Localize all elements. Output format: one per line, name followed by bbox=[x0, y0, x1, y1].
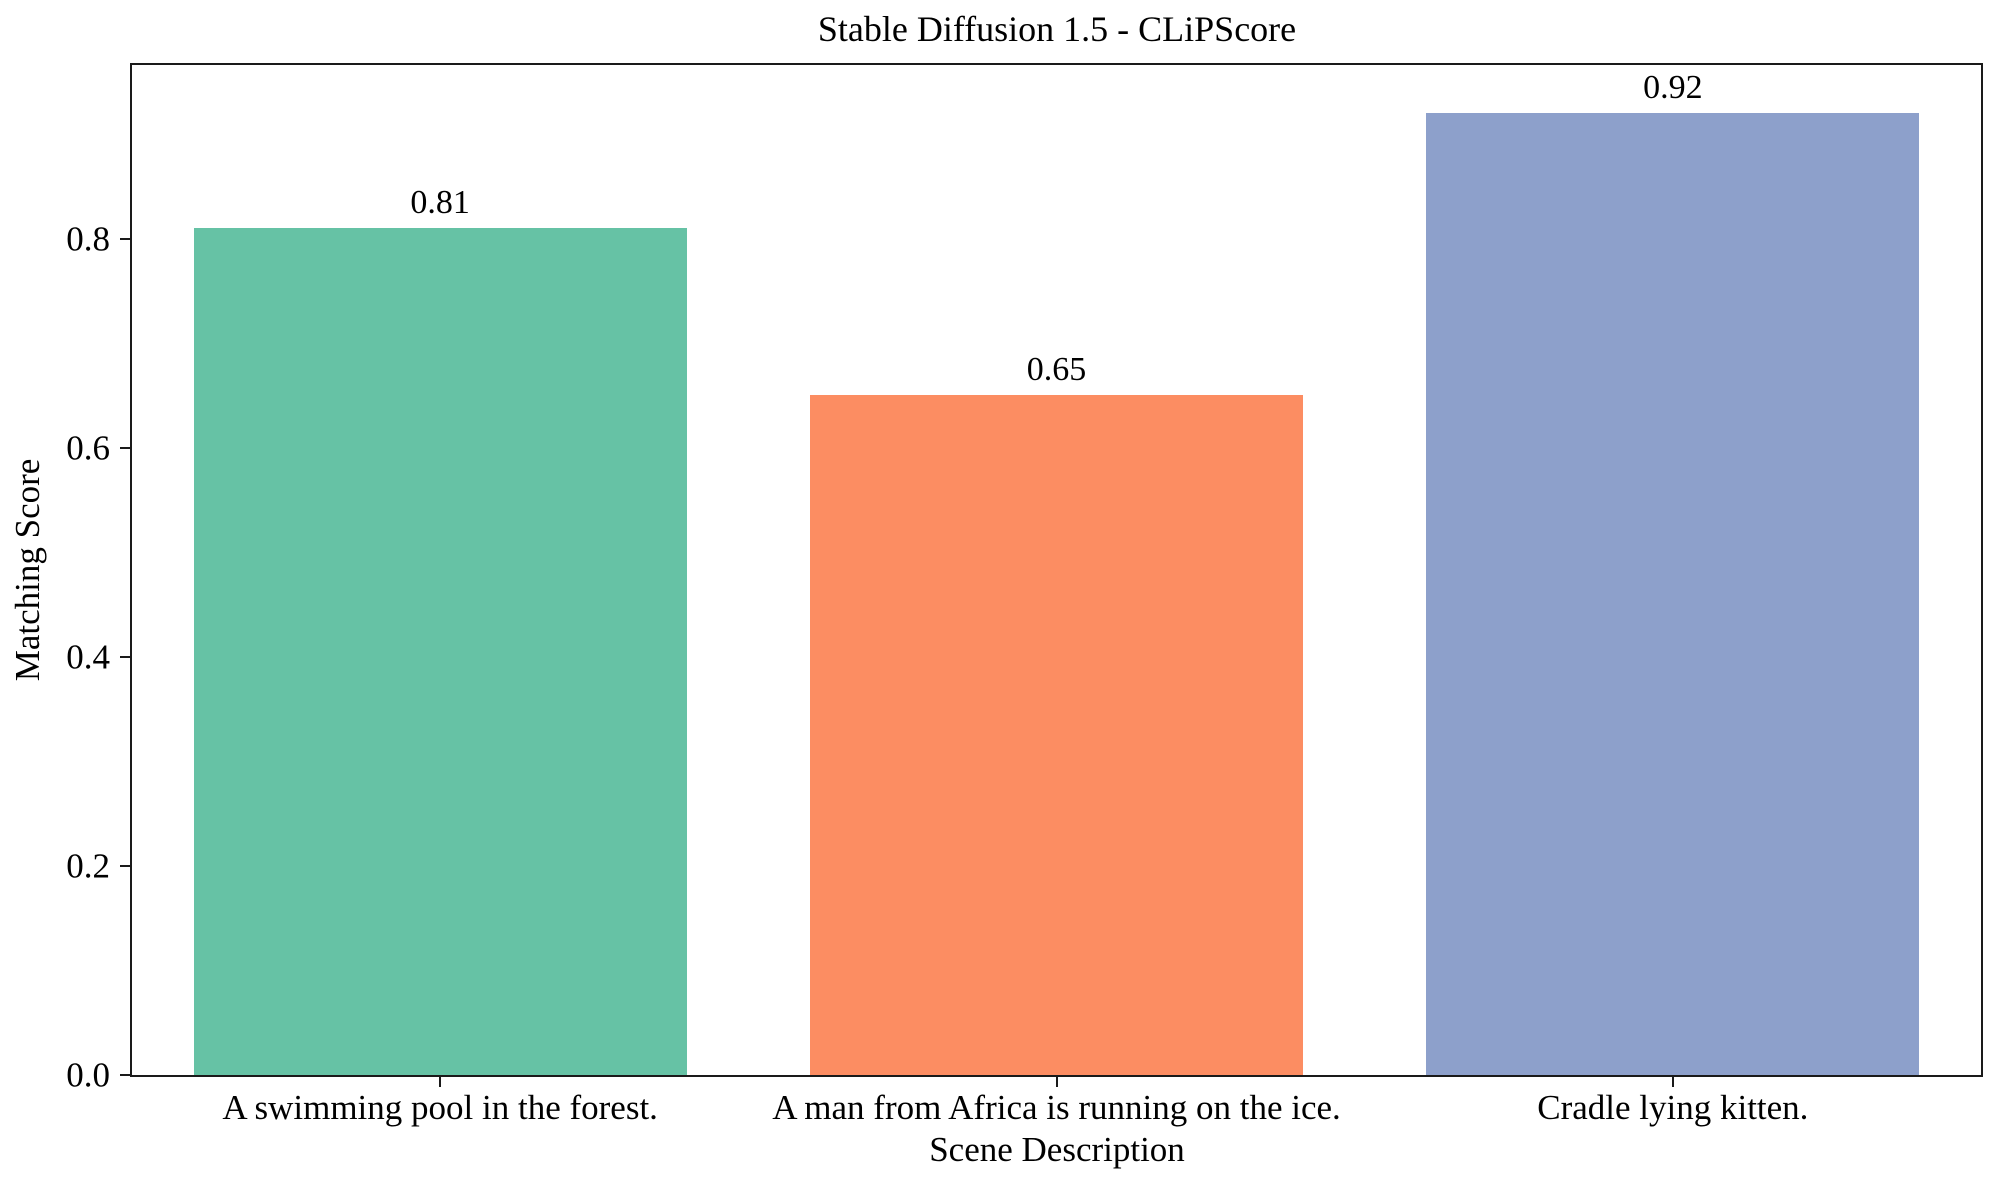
plot-area: 0.0 0.2 0.4 0.6 0.8 0.81 A swimming pool in th… bbox=[66, 63, 1983, 1127]
y-tick-mark bbox=[120, 864, 132, 867]
y-tick-mark bbox=[120, 446, 132, 449]
chart-title: Stable Diffusion 1.5 - CLiPScore bbox=[817, 9, 1297, 49]
bar-slot: 0.65 bbox=[809, 65, 1304, 1075]
y-tick-mark bbox=[120, 237, 132, 240]
y-tick-label: 0.8 bbox=[66, 219, 110, 259]
x-tick-mark bbox=[1671, 1075, 1674, 1087]
x-tick-label: Cradle lying kitten. bbox=[1537, 1088, 1809, 1127]
x-tick-mark bbox=[439, 1075, 442, 1087]
x-tick-label: A man from Africa is running on the ice. bbox=[772, 1088, 1341, 1127]
bar bbox=[1426, 113, 1920, 1075]
x-tick-mark bbox=[1055, 1075, 1058, 1087]
bar-value-label: 0.81 bbox=[410, 184, 470, 222]
bar-value-label: 0.92 bbox=[1643, 69, 1703, 107]
x-axis-label: Scene Description bbox=[929, 1130, 1185, 1169]
y-tick-label: 0.2 bbox=[66, 846, 110, 886]
bar-value-label: 0.65 bbox=[1026, 351, 1087, 389]
y-tick-label: 0.6 bbox=[66, 428, 110, 468]
y-tick-label: 0.0 bbox=[66, 1055, 110, 1095]
y-axis-label: Matching Score bbox=[8, 458, 47, 682]
bar-slot: 0.81 bbox=[193, 65, 687, 1075]
y-tick-mark bbox=[120, 655, 132, 658]
y-tick-label: 0.4 bbox=[66, 637, 110, 677]
bar bbox=[809, 395, 1304, 1075]
bar-slot: 0.92 bbox=[1426, 65, 1920, 1075]
y-tick-mark bbox=[120, 1074, 132, 1076]
x-tick-label: A swimming pool in the forest. bbox=[222, 1088, 658, 1127]
bar bbox=[193, 228, 687, 1075]
